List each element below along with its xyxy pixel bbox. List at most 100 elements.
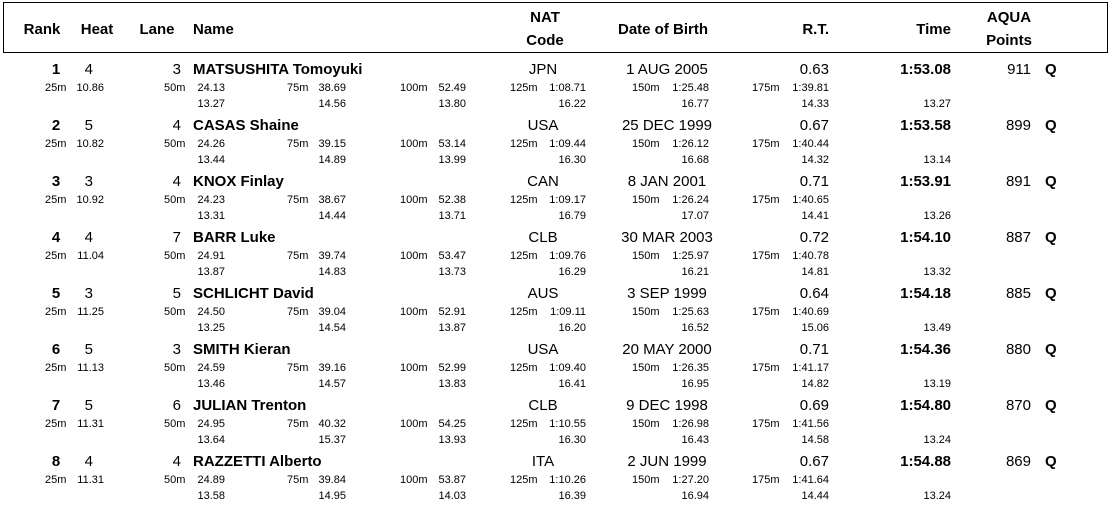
split-time: 1:09.44	[549, 138, 586, 150]
lap-time: 14.57	[318, 378, 346, 390]
lap-time: 16.43	[681, 434, 709, 446]
split-time: 38.69	[318, 82, 346, 94]
aqua-points: 911	[1007, 61, 1031, 78]
split-time: 24.26	[197, 138, 225, 150]
split-distance: 50m	[164, 474, 185, 486]
split-time: 1:26.24	[672, 194, 709, 206]
lane: 3	[173, 341, 181, 358]
lap-time: 16.52	[681, 322, 709, 334]
rank: 7	[52, 397, 60, 414]
split-distance: 175m	[752, 306, 780, 318]
swimmer-name: RAZZETTI Alberto	[193, 453, 322, 470]
nat-code: CAN	[527, 173, 559, 190]
split-distance: 100m	[400, 250, 428, 262]
heat: 4	[85, 61, 93, 78]
split-time: 11.31	[77, 418, 104, 430]
split-time: 11.04	[77, 250, 104, 262]
split-time: 1:10.26	[549, 474, 586, 486]
qualified-mark: Q	[1045, 173, 1057, 190]
split-distance: 125m	[510, 474, 538, 486]
lane: 4	[173, 173, 181, 190]
split-distance: 25m	[45, 418, 66, 430]
lap-time: 13.25	[197, 322, 225, 334]
split-time: 1:41.17	[792, 362, 829, 374]
nat-code: CLB	[528, 229, 557, 246]
split-time: 1:25.48	[672, 82, 709, 94]
aqua-points: 887	[1006, 229, 1031, 246]
final-time: 1:54.88	[900, 453, 951, 470]
heat: 3	[85, 285, 93, 302]
swimmer-name: SMITH Kieran	[193, 341, 291, 358]
rank: 8	[52, 453, 60, 470]
lane: 4	[173, 453, 181, 470]
aqua-points: 885	[1006, 285, 1031, 302]
lap-time: 16.30	[558, 434, 586, 446]
lap-time: 14.58	[801, 434, 829, 446]
split-distance: 25m	[45, 138, 66, 150]
reaction-time: 0.67	[800, 117, 829, 134]
split-distance: 50m	[164, 82, 185, 94]
split-distance: 175m	[752, 418, 780, 430]
split-distance: 75m	[287, 306, 308, 318]
split-distance: 175m	[752, 82, 780, 94]
split-time: 1:25.97	[672, 250, 709, 262]
date-of-birth: 9 DEC 1998	[626, 397, 708, 414]
final-time: 1:54.36	[900, 341, 951, 358]
split-distance: 75m	[287, 362, 308, 374]
header-cell: Code	[526, 32, 564, 49]
split-time: 11.25	[77, 306, 104, 318]
lap-time: 16.29	[558, 266, 586, 278]
lap-time: 13.73	[438, 266, 466, 278]
nat-code: ITA	[532, 453, 554, 470]
split-time: 1:40.44	[792, 138, 829, 150]
last-lap-time: 13.49	[923, 322, 951, 334]
lap-time: 13.83	[438, 378, 466, 390]
date-of-birth: 30 MAR 2003	[621, 229, 713, 246]
split-distance: 125m	[510, 250, 538, 262]
aqua-points: 891	[1006, 173, 1031, 190]
lap-time: 16.22	[558, 98, 586, 110]
split-time: 1:41.64	[792, 474, 829, 486]
qualified-mark: Q	[1045, 229, 1057, 246]
header-cell: Time	[916, 21, 951, 38]
rank: 5	[52, 285, 60, 302]
reaction-time: 0.71	[800, 173, 829, 190]
qualified-mark: Q	[1045, 285, 1057, 302]
lap-time: 14.41	[801, 210, 829, 222]
aqua-points: 870	[1006, 397, 1031, 414]
split-time: 52.49	[438, 82, 466, 94]
qualified-mark: Q	[1045, 453, 1057, 470]
split-time: 1:10.55	[549, 418, 586, 430]
lap-time: 13.80	[438, 98, 466, 110]
date-of-birth: 1 AUG 2005	[626, 61, 708, 78]
nat-code: AUS	[528, 285, 559, 302]
nat-code: USA	[528, 341, 559, 358]
lap-time: 16.68	[681, 154, 709, 166]
lap-time: 16.20	[558, 322, 586, 334]
final-time: 1:53.91	[900, 173, 951, 190]
swimmer-name: SCHLICHT David	[193, 285, 314, 302]
split-distance: 125m	[510, 418, 538, 430]
reaction-time: 0.69	[800, 397, 829, 414]
lap-time: 14.44	[318, 210, 346, 222]
lane: 6	[173, 397, 181, 414]
header-cell: Date of Birth	[618, 21, 708, 38]
header-cell: NAT	[530, 9, 560, 26]
split-distance: 175m	[752, 474, 780, 486]
heat: 5	[85, 397, 93, 414]
split-distance: 75m	[287, 474, 308, 486]
swimmer-name: KNOX Finlay	[193, 173, 285, 190]
split-time: 24.95	[197, 418, 225, 430]
lane: 4	[173, 117, 181, 134]
split-time: 1:25.63	[672, 306, 709, 318]
split-distance: 50m	[164, 250, 185, 262]
split-time: 24.89	[197, 474, 225, 486]
final-time: 1:54.18	[900, 285, 951, 302]
final-time: 1:53.08	[900, 61, 951, 78]
header-cell: R.T.	[802, 21, 829, 38]
lap-time: 15.37	[318, 434, 346, 446]
lap-time: 14.81	[801, 266, 829, 278]
lap-time: 13.27	[197, 98, 225, 110]
split-distance: 75m	[287, 418, 308, 430]
